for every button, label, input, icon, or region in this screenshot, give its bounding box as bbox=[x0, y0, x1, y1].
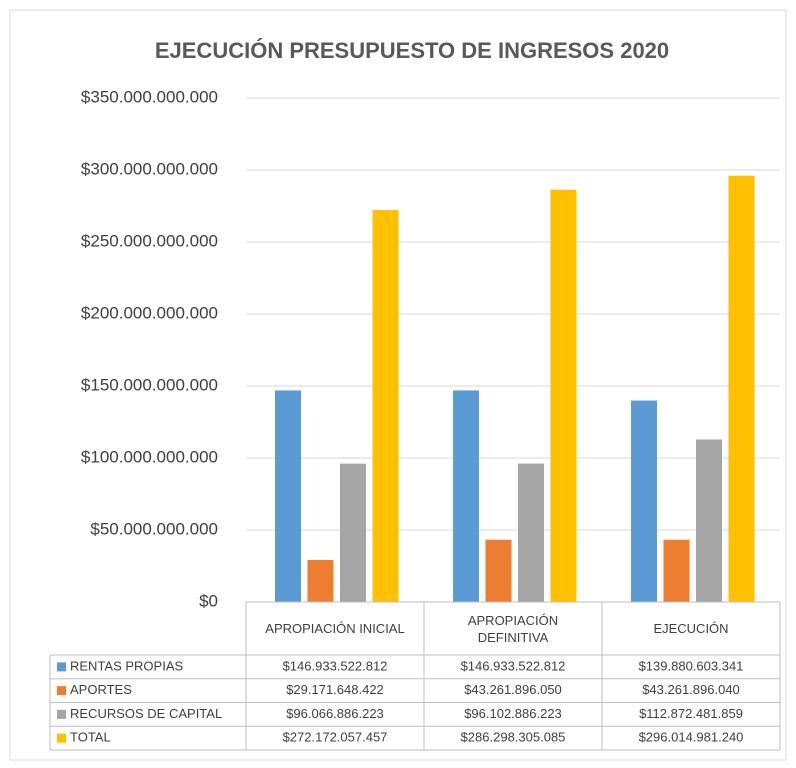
bar bbox=[631, 400, 657, 602]
data-label: $146.933.522.812 bbox=[283, 658, 388, 673]
data-label: $296.014.981.240 bbox=[639, 730, 744, 745]
bar bbox=[728, 175, 755, 602]
x-tick-label-box: APROPIACIÓN DEFINITIVA bbox=[467, 612, 559, 645]
y-tick-label: $200.000.000.000 bbox=[81, 303, 218, 322]
legend-swatch bbox=[57, 686, 66, 696]
legend-label: RENTAS PROPIAS bbox=[70, 658, 184, 673]
data-label: $286.298.305.085 bbox=[461, 730, 566, 745]
data-label: $96.066.886.223 bbox=[286, 706, 384, 721]
x-tick-label: EJECUCIÓN bbox=[653, 621, 729, 636]
bar bbox=[485, 539, 512, 602]
data-label: $139.880.603.341 bbox=[639, 658, 744, 673]
y-tick-label: $350.000.000.000 bbox=[81, 87, 218, 106]
y-tick-label: $0 bbox=[199, 591, 218, 610]
bar bbox=[275, 390, 301, 602]
bar bbox=[372, 210, 399, 602]
y-tick-label: $300.000.000.000 bbox=[81, 159, 218, 178]
bar bbox=[518, 463, 544, 602]
legend-label: TOTAL bbox=[70, 730, 111, 745]
bar bbox=[340, 463, 366, 602]
bar bbox=[696, 439, 722, 602]
y-tick-label: $250.000.000.000 bbox=[81, 231, 218, 250]
legend-label: RECURSOS DE CAPITAL bbox=[70, 706, 222, 721]
data-label: $29.171.648.422 bbox=[286, 682, 384, 697]
data-label: $43.261.896.050 bbox=[464, 682, 562, 697]
x-tick-label: APROPIACIÓN DEFINITIVA bbox=[467, 612, 559, 645]
legend-label: APORTES bbox=[70, 682, 132, 697]
bar bbox=[550, 189, 577, 602]
legend-swatch bbox=[57, 662, 66, 672]
legend-swatch bbox=[57, 709, 66, 719]
bar bbox=[307, 559, 334, 602]
x-tick-label-box: EJECUCIÓN bbox=[653, 621, 729, 636]
legend-swatch bbox=[57, 733, 66, 743]
data-label: $112.872.481.859 bbox=[639, 706, 743, 721]
y-tick-label: $100.000.000.000 bbox=[81, 447, 218, 466]
y-tick-label: $150.000.000.000 bbox=[81, 375, 218, 394]
data-label: $43.261.896.040 bbox=[642, 682, 740, 697]
data-label: $146.933.522.812 bbox=[461, 658, 566, 673]
bar bbox=[453, 390, 479, 602]
data-label: $96.102.886.223 bbox=[464, 706, 562, 721]
x-tick-label: APROPIACIÓN INICIAL bbox=[265, 621, 405, 636]
chart-title: EJECUCIÓN PRESUPUESTO DE INGRESOS 2020 bbox=[155, 38, 669, 63]
y-tick-label: $50.000.000.000 bbox=[90, 519, 218, 538]
bar bbox=[663, 539, 690, 602]
data-label: $272.172.057.457 bbox=[283, 730, 388, 745]
x-tick-label-box: APROPIACIÓN INICIAL bbox=[265, 621, 405, 636]
